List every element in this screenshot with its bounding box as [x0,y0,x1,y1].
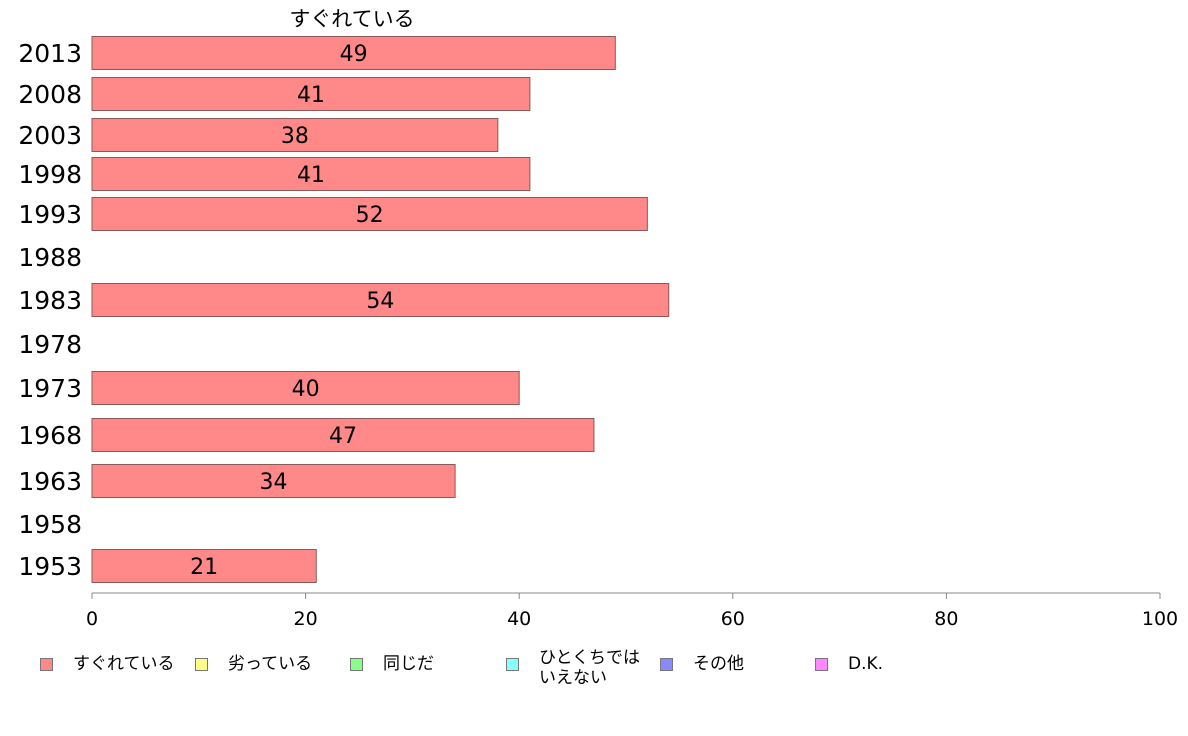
data-label: 41 [297,163,325,188]
legend-swatch [195,658,208,671]
data-label: 54 [366,289,394,314]
category-label: 2008 [18,80,82,109]
category-label: 1993 [18,200,82,229]
category-label: 2013 [18,39,82,68]
legend-item: すぐれている [40,648,175,674]
category-label: 1953 [18,552,82,581]
category-label: 1963 [18,467,82,496]
data-label: 49 [340,42,368,67]
x-axis: 0 20 40 60 80 100 [86,592,1178,630]
chart-title: すぐれている [289,7,414,31]
category-label: 1998 [18,160,82,189]
data-label: 38 [281,124,309,149]
legend-swatch [40,658,53,671]
x-tick-label: 0 [86,608,98,630]
category-label: 1978 [18,330,82,359]
legend-swatch [350,658,363,671]
bar [91,118,499,152]
category-labels: 2013 2008 2003 1998 1993 1988 1983 1978 1973 1968… [18,39,82,581]
category-label: 1973 [18,374,82,403]
bar [91,157,531,191]
legend-item: ひとくちでは いえない [506,648,640,688]
legend-item: その他 [660,648,744,674]
category-label: 1958 [18,510,82,539]
bar [91,464,456,498]
x-tick-label: 40 [507,608,531,630]
bar [91,549,317,583]
data-label: 52 [356,203,384,228]
bar [91,77,531,111]
bar [91,418,595,452]
data-label: 41 [297,83,325,108]
data-label: 34 [260,470,288,495]
category-label: 1988 [18,243,82,272]
bar [91,371,520,405]
x-tick-label: 100 [1142,608,1178,630]
category-label: 1968 [18,421,82,450]
legend-label: ひとくちでは いえない [539,648,640,688]
legend-swatch [815,658,828,671]
data-label: 21 [190,555,218,580]
bar [91,197,648,231]
x-tick-label: 80 [934,608,958,630]
legend-label: D.K. [848,654,884,674]
legend-item: 劣っている [195,648,312,674]
legend-label: 劣っている [228,654,313,674]
legend-item: 同じだ [350,648,434,674]
bars-layer: 49 41 38 41 52 54 40 47 34 21 [91,36,670,583]
bar [91,36,616,70]
legend-swatch [660,658,673,671]
bar-chart: すぐれている 49 41 38 41 52 54 40 47 34 21 0 20 40 60 80 100… [18,7,1178,630]
legend-label: その他 [693,654,744,674]
legend-label: 同じだ [383,654,434,674]
category-label: 1983 [18,286,82,315]
legend-label: すぐれている [73,654,175,674]
category-label: 2003 [18,121,82,150]
legend-swatch [506,658,519,671]
x-tick-label: 20 [294,608,318,630]
x-tick-label: 60 [721,608,745,630]
legend: すぐれている 劣っている 同じだ ひとくちでは いえない その他 D.K. [0,640,1188,690]
data-label: 40 [292,377,320,402]
bar [91,283,670,317]
data-label: 47 [329,424,357,449]
legend-item: D.K. [815,648,883,674]
